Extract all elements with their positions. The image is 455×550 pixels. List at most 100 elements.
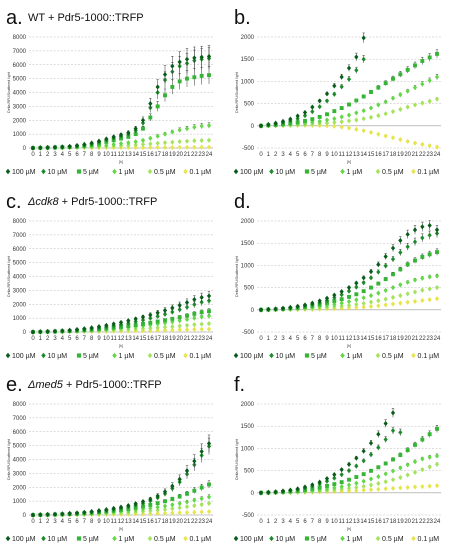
legend-marker <box>233 535 239 542</box>
data-point <box>412 239 418 245</box>
data-point <box>427 432 432 437</box>
x-tick-label: 12 <box>346 336 353 342</box>
x-tick-label: 24 <box>434 336 441 342</box>
legend-marker <box>76 536 82 541</box>
data-point <box>339 480 344 485</box>
data-point <box>140 317 146 323</box>
x-axis-label: [h] <box>347 160 351 164</box>
data-point <box>206 313 212 319</box>
data-point <box>383 81 388 86</box>
data-point <box>317 298 322 304</box>
data-point <box>155 501 160 506</box>
data-point <box>199 123 204 129</box>
x-tick-label: 6 <box>303 336 307 342</box>
data-point <box>346 125 352 131</box>
data-point <box>361 94 366 99</box>
data-point <box>390 485 396 491</box>
data-point <box>206 293 212 299</box>
data-point <box>376 303 381 309</box>
data-point <box>184 138 190 144</box>
data-point <box>295 303 300 309</box>
data-point <box>111 505 116 512</box>
data-point <box>295 120 300 125</box>
data-point <box>206 144 212 150</box>
data-point <box>376 269 381 275</box>
data-point <box>427 296 432 303</box>
data-point <box>177 505 182 511</box>
legend-marker <box>76 169 82 174</box>
data-point <box>339 483 344 490</box>
data-point <box>162 140 168 146</box>
data-point <box>155 319 160 324</box>
data-point <box>303 118 307 123</box>
data-point <box>339 467 344 473</box>
legend-marker <box>375 535 381 542</box>
x-tick-label: 24 <box>206 519 213 525</box>
data-point <box>339 486 344 492</box>
x-tick-label: 23 <box>198 152 205 158</box>
data-point <box>434 461 440 467</box>
data-point <box>74 142 80 149</box>
x-tick-label: 8 <box>318 152 322 158</box>
data-point <box>427 232 432 238</box>
data-point <box>280 305 286 311</box>
data-point <box>317 118 322 124</box>
x-tick-label: 19 <box>397 519 404 525</box>
panel-d: d. -500 0 500 1000 1500 2000 Delta RFU/Scattere… <box>228 184 455 367</box>
data-point <box>346 305 352 311</box>
data-point <box>390 256 396 262</box>
data-point <box>140 326 146 332</box>
legend-entry: 10 µM <box>48 169 68 176</box>
series-0 <box>30 434 212 518</box>
data-point <box>412 289 418 295</box>
data-point <box>295 486 300 492</box>
data-point <box>361 35 366 41</box>
data-point <box>192 488 197 493</box>
data-point <box>199 314 204 320</box>
x-tick-label: 7 <box>311 336 315 342</box>
data-point <box>310 300 315 306</box>
data-point <box>192 458 197 464</box>
data-point <box>170 510 175 516</box>
data-point <box>361 280 366 286</box>
data-point <box>184 509 190 516</box>
data-point <box>347 477 351 482</box>
data-point <box>354 487 359 494</box>
data-point <box>111 321 116 327</box>
data-point <box>206 298 212 304</box>
data-point <box>273 306 278 312</box>
data-point <box>207 309 211 314</box>
data-point <box>361 56 366 62</box>
x-tick-label: 7 <box>311 519 315 525</box>
data-point <box>325 112 329 117</box>
data-point <box>361 478 366 484</box>
data-point <box>368 275 374 281</box>
data-point <box>368 299 374 305</box>
data-point <box>376 112 381 119</box>
data-point <box>317 485 322 490</box>
data-point <box>368 303 374 310</box>
data-point <box>405 88 410 94</box>
y-tick-label: 6000 <box>13 430 27 436</box>
x-tick-label: 12 <box>118 152 125 158</box>
legend-marker <box>269 352 274 359</box>
x-tick-label: 4 <box>61 152 65 158</box>
data-point <box>325 483 329 488</box>
x-tick-label: 2 <box>274 336 278 342</box>
y-tick-label: 2000 <box>241 402 255 408</box>
y-axis-label: Delta RFU/Scattered light <box>235 72 239 113</box>
data-point <box>354 98 359 103</box>
data-point <box>74 510 80 516</box>
data-point <box>155 510 160 517</box>
data-point <box>162 144 168 150</box>
data-point <box>405 67 410 72</box>
x-tick-label: 12 <box>118 519 125 525</box>
data-point <box>420 275 425 281</box>
data-point <box>405 262 410 267</box>
data-point <box>162 510 168 516</box>
data-point <box>133 323 138 328</box>
data-point <box>339 288 344 295</box>
data-point <box>427 274 432 280</box>
x-tick-label: 0 <box>259 152 263 158</box>
series-1 <box>258 426 403 496</box>
